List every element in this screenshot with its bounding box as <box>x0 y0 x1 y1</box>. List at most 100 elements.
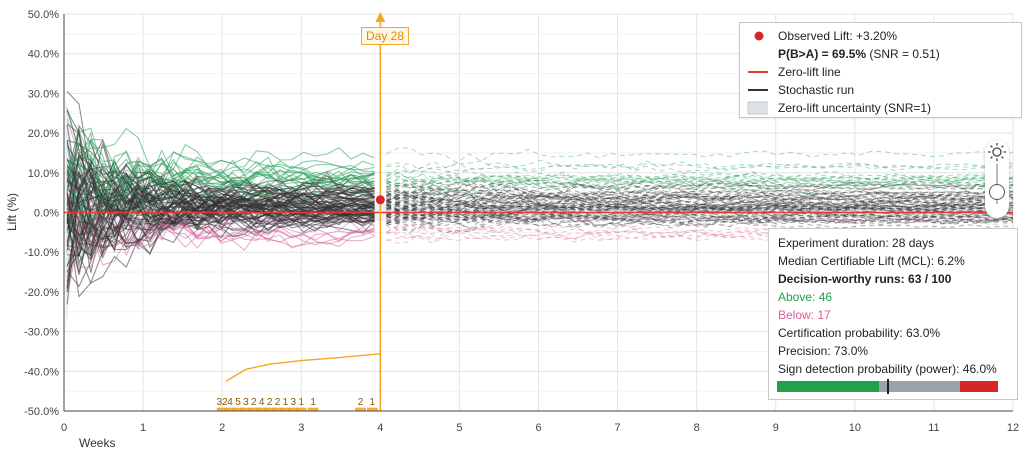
stochastic-run-projection <box>386 209 1014 225</box>
x-tick-label: 3 <box>298 422 304 434</box>
power-curve <box>225 353 381 382</box>
stochastic-run-projection <box>386 214 1014 228</box>
stat-below: Below: 17 <box>778 308 831 322</box>
stochastic-run-projection <box>386 197 1014 211</box>
decision-bar <box>777 379 998 394</box>
stochastic-run-projection <box>386 193 1014 204</box>
stochastic-run <box>66 167 375 289</box>
stochastic-run <box>66 176 375 239</box>
stochastic-run-projection <box>386 201 1014 213</box>
stochastic-run-projection <box>386 197 1014 211</box>
stochastic-run <box>66 127 375 221</box>
stochastic-run-projection <box>386 189 1014 206</box>
stochastic-run-projection <box>386 196 1014 209</box>
histogram-count: 2 <box>251 397 257 408</box>
histogram-count: 3 <box>243 397 249 408</box>
legend-uncertainty-label: Zero-lift uncertainty (SNR=1) <box>778 101 932 115</box>
y-axis-title: Lift (%) <box>5 193 19 231</box>
day-marker[interactable] <box>375 12 386 411</box>
y-tick-label: -10.0% <box>24 247 59 259</box>
zero-line-swatch-icon <box>748 71 768 73</box>
stochastic-run-projection <box>386 228 1014 241</box>
slider-knob[interactable] <box>989 184 1005 200</box>
brightness-slider[interactable] <box>985 140 1009 218</box>
stochastic-run <box>66 143 375 212</box>
stochastic-run-projection <box>386 206 1014 220</box>
histogram-count: 1 <box>310 397 316 408</box>
stochastic-run <box>67 139 375 208</box>
stochastic-run-projection <box>386 213 1014 229</box>
stat-cert: Certification probability: 63.0% <box>778 326 941 340</box>
y-tick-label: 20.0% <box>28 128 59 140</box>
stochastic-swatch-icon <box>748 89 768 91</box>
stat-duration: Experiment duration: 28 days <box>778 236 935 250</box>
stochastic-run-projection <box>386 188 1014 201</box>
stochastic-run-projection <box>386 160 1014 178</box>
y-tick-label: -50.0% <box>24 406 59 418</box>
histogram-count: 1 <box>283 397 289 408</box>
decision-bar-below <box>960 381 998 392</box>
stochastic-run-projection <box>386 184 1014 200</box>
x-tick-label: 12 <box>1007 422 1019 434</box>
legend-pba-bold: P(B>A) = 69.5% <box>778 47 867 61</box>
x-tick-label: 11 <box>928 422 939 434</box>
stochastic-run-projection <box>386 215 1014 230</box>
stat-precision: Precision: 73.0% <box>778 344 869 358</box>
day-marker-arrow-icon <box>375 12 386 22</box>
stochastic-run-projection <box>386 215 1014 227</box>
y-tick-label: 10.0% <box>28 168 59 180</box>
stochastic-run-projection <box>386 171 1014 184</box>
stochastic-run-projection <box>386 213 1014 227</box>
stochastic-run-projection <box>386 179 1014 196</box>
stochastic-run <box>66 188 375 276</box>
stochastic-run-projection <box>386 180 1014 192</box>
histogram-count: 2 <box>267 397 273 408</box>
stochastic-run-projection <box>386 200 1014 217</box>
day-marker-label[interactable]: Day 28 <box>361 27 409 45</box>
legend: Observed Lift: +3.20% P(B>A) = 69.5% (SN… <box>739 22 1022 118</box>
stochastic-run-projection <box>386 173 1014 185</box>
stochastic-run-projection <box>386 171 1014 185</box>
legend-zero-label: Zero-lift line <box>778 65 841 79</box>
stochastic-run-projection <box>386 205 1014 217</box>
stochastic-run-projection <box>386 202 1014 214</box>
stochastic-run-projection <box>386 214 1014 229</box>
histogram-count: 1 <box>370 397 376 408</box>
stat-decision: Decision-worthy runs: 63 / 100 <box>778 272 952 286</box>
stat-power: Sign detection probability (power): 46.0… <box>778 362 997 376</box>
stochastic-run <box>66 107 375 195</box>
x-tick-label: 6 <box>535 422 541 434</box>
decision-bar-marker <box>887 379 890 394</box>
stochastic-run-projection <box>386 199 1014 213</box>
stochastic-run-projection <box>386 203 1014 215</box>
stochastic-run-projection <box>386 192 1014 207</box>
stochastic-run-projection <box>386 188 1014 201</box>
stat-mcl: Median Certifiable Lift (MCL): 6.2% <box>778 254 965 268</box>
stochastic-run-projection <box>386 188 1014 198</box>
stochastic-run-projection <box>386 204 1014 220</box>
stochastic-run <box>67 151 375 217</box>
observed-lift-point <box>375 195 385 205</box>
x-tick-label: 2 <box>219 422 225 434</box>
histogram-count: 32 <box>217 397 229 408</box>
stochastic-run-projection <box>386 210 1014 225</box>
stochastic-run <box>66 219 375 278</box>
stochastic-run-projection <box>386 189 1014 203</box>
stochastic-run-projection <box>386 189 1014 205</box>
y-tick-label: 40.0% <box>28 49 59 61</box>
stochastic-run <box>66 188 375 251</box>
certification-histogram: 32 4 5 3 2 4 2 2 1 3 1 1 2 1 <box>217 353 381 412</box>
stochastic-run-projection <box>386 212 1014 226</box>
stochastic-run-projection <box>386 190 1014 200</box>
stochastic-run-projection <box>386 207 1014 223</box>
stochastic-run-projection <box>386 191 1014 205</box>
stochastic-run-projection <box>386 177 1014 191</box>
stochastic-run-projection <box>386 204 1014 217</box>
y-tick-label: 50.0% <box>28 9 59 21</box>
stochastic-run-projection <box>386 208 1014 224</box>
histogram-count: 2 <box>358 397 364 408</box>
stochastic-run <box>67 188 375 260</box>
stochastic-run-projection <box>386 211 1014 224</box>
stochastic-runs <box>66 90 1014 305</box>
stochastic-run-projection <box>386 211 1014 225</box>
